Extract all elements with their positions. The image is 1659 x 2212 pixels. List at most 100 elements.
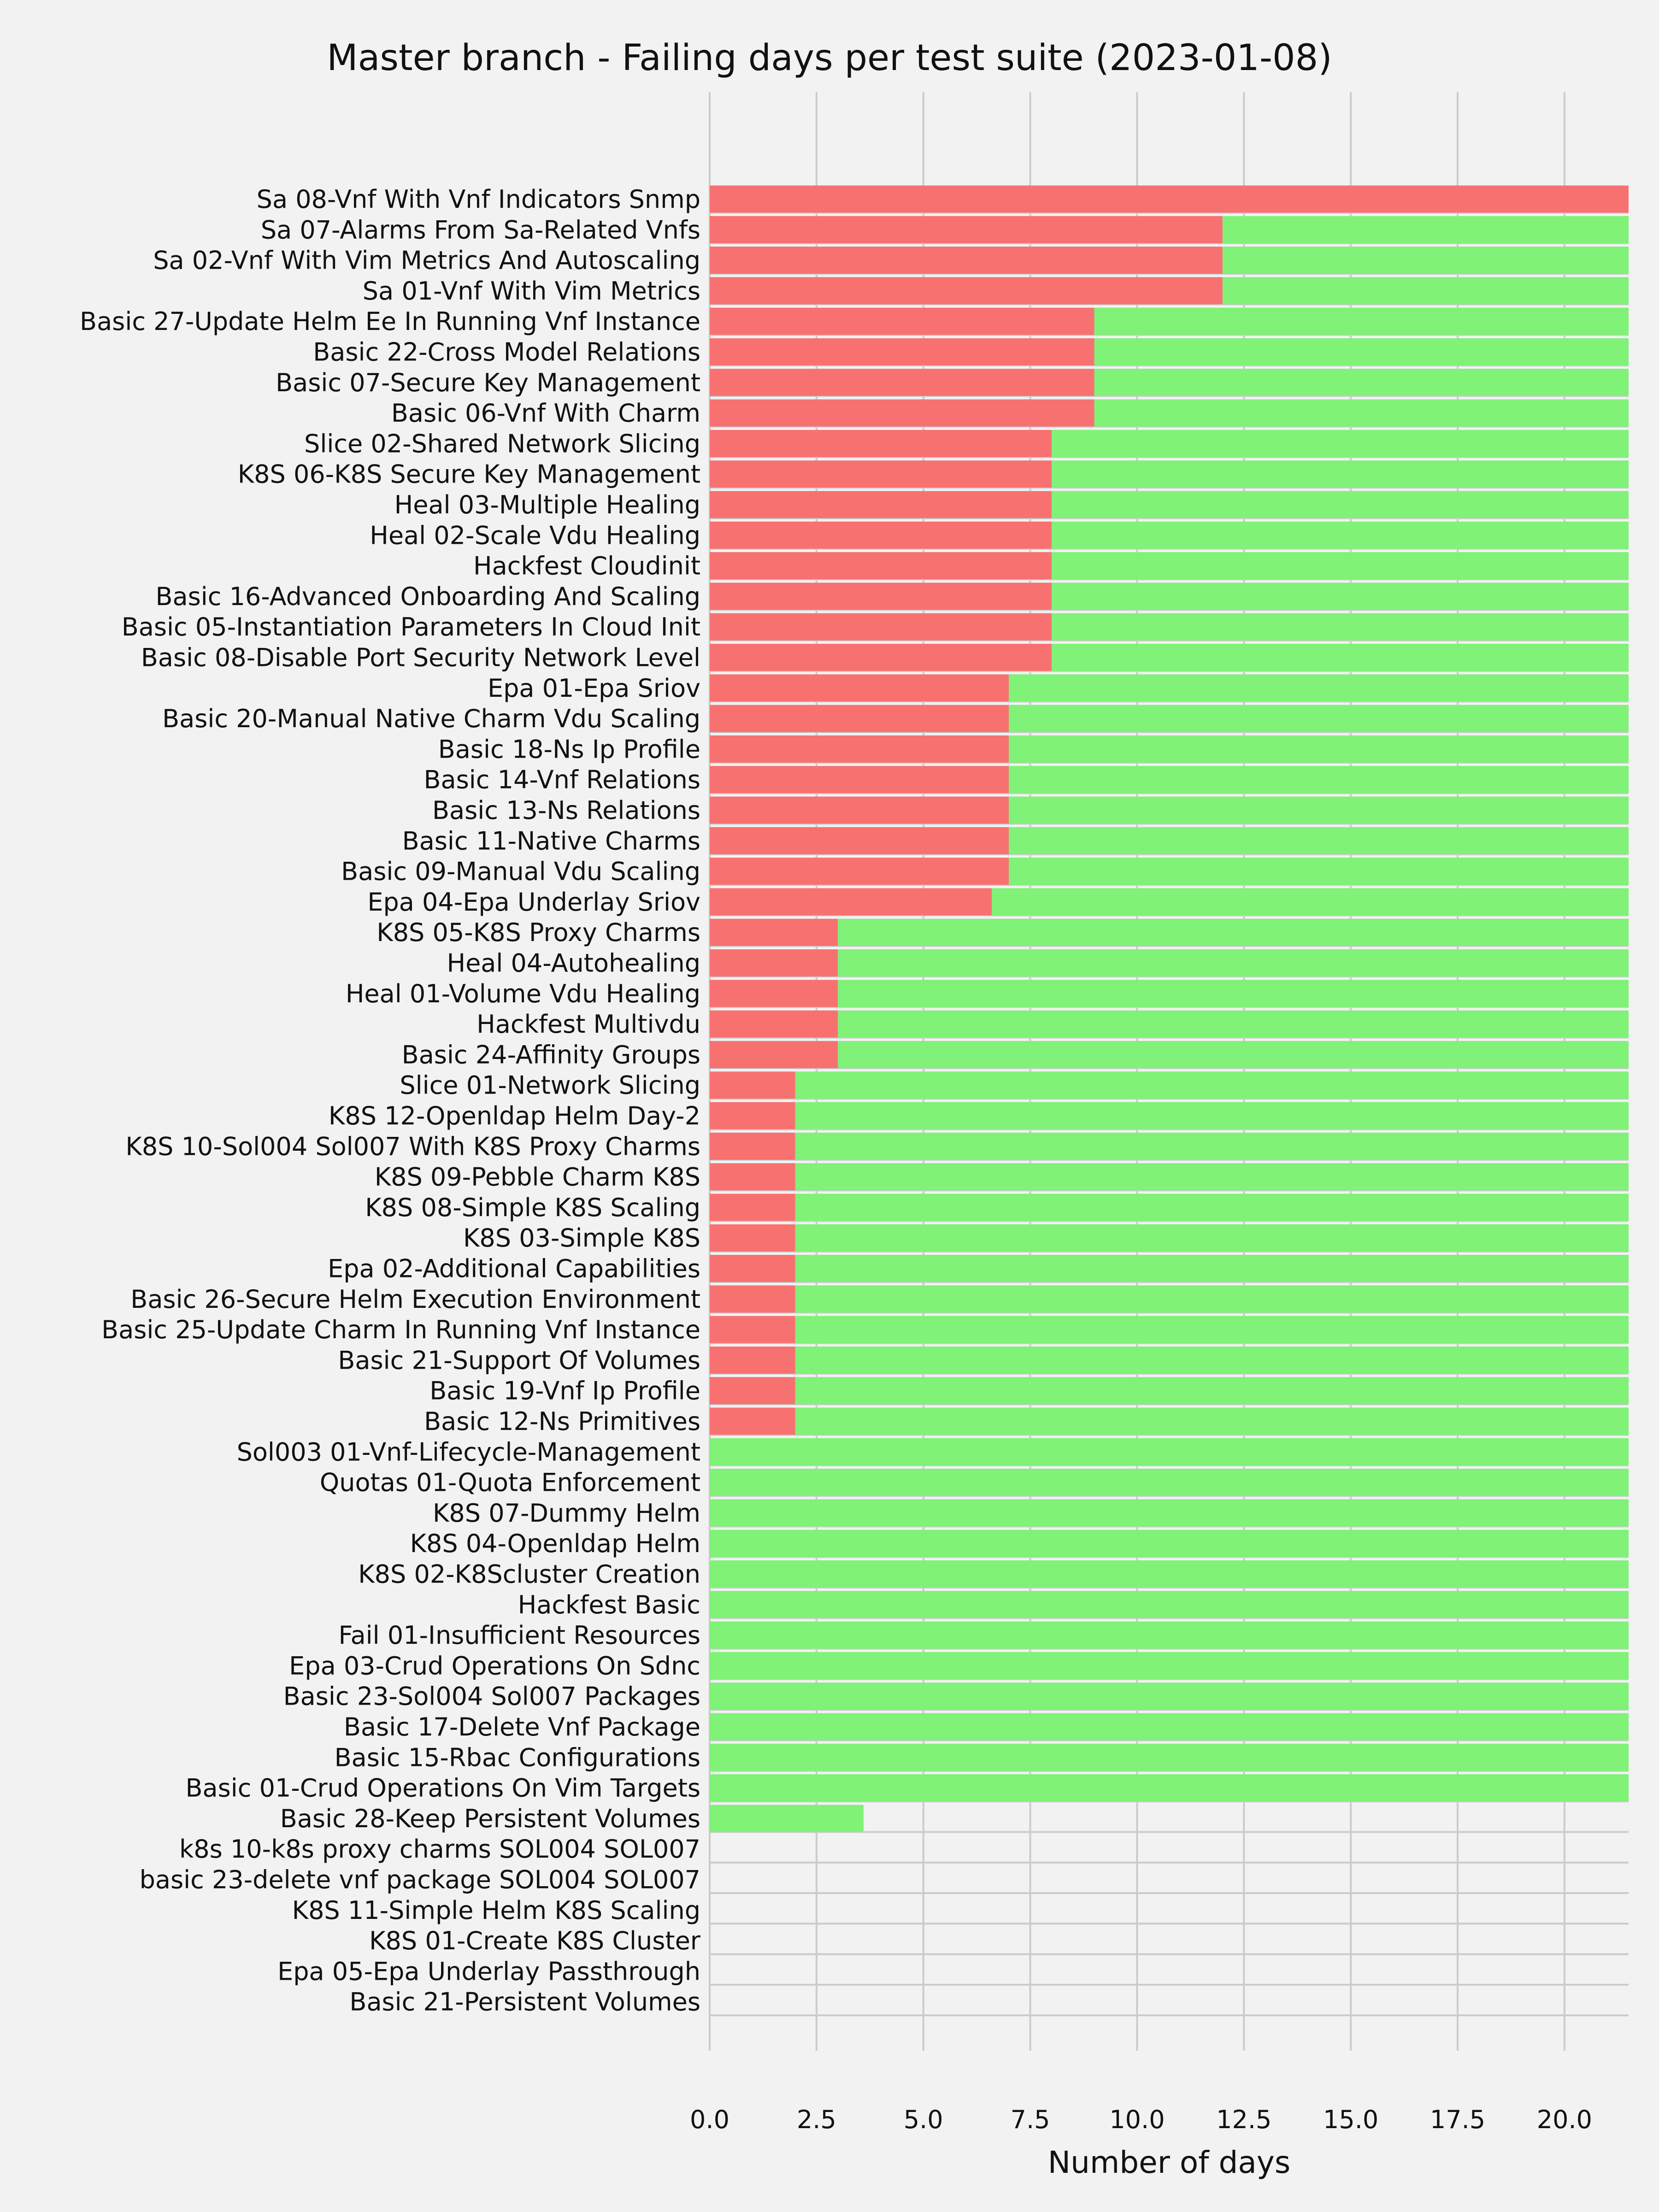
y-tick-label: Basic 15-Rbac Configurations <box>335 1743 700 1772</box>
bar-segment-passing <box>838 949 1629 977</box>
x-tick-label: 7.5 <box>1011 2105 1050 2134</box>
bar-segment-failing <box>710 1102 795 1130</box>
y-tick-label: K8S 04-Openldap Helm <box>410 1529 700 1558</box>
bar-segment-failing <box>710 1010 838 1038</box>
y-tick-label: Heal 03-Multiple Healing <box>394 490 700 519</box>
y-tick-label: K8S 12-Openldap Helm Day-2 <box>329 1101 700 1130</box>
bar-segment-failing <box>710 216 1223 243</box>
bar-segment-passing <box>710 1621 1629 1649</box>
y-tick-label: Heal 01-Volume Vdu Healing <box>346 979 700 1008</box>
bar-segment-failing <box>710 1346 795 1374</box>
bar-segment-passing <box>838 1041 1629 1068</box>
bar-segment-passing <box>710 1774 1629 1802</box>
bar-segment-failing <box>710 247 1223 274</box>
bar-segment-passing <box>795 1285 1629 1313</box>
bar-segment-passing <box>710 1652 1629 1679</box>
bar-segment-passing <box>710 1499 1629 1527</box>
y-tick-label: Basic 20-Manual Native Charm Vdu Scaling <box>162 704 700 733</box>
bar-segment-failing <box>710 1316 795 1343</box>
bar-segment-failing <box>710 644 1052 671</box>
bar-segment-passing <box>795 1346 1629 1374</box>
y-tick-label: Basic 12-Ns Primitives <box>424 1407 700 1436</box>
bar-segment-passing <box>795 1407 1629 1435</box>
bar-segment-failing <box>710 888 992 916</box>
bar-segment-passing <box>710 1591 1629 1618</box>
bar-segment-passing <box>795 1377 1629 1405</box>
bars <box>710 185 1629 1832</box>
y-tick-label: Epa 02-Additional Capabilities <box>328 1254 700 1283</box>
bar-segment-failing <box>710 918 838 946</box>
y-tick-label: K8S 09-Pebble Charm K8S <box>375 1163 700 1192</box>
bar-segment-passing <box>1009 766 1629 794</box>
bar-segment-passing <box>710 1683 1629 1710</box>
bar-segment-passing <box>838 980 1629 1007</box>
bar-segment-passing <box>1051 644 1629 671</box>
bar-segment-failing <box>710 1041 838 1068</box>
bar-segment-passing <box>710 1469 1629 1496</box>
bar-segment-passing <box>1009 827 1629 854</box>
bar-segment-passing <box>710 1743 1629 1771</box>
bar-segment-passing <box>1051 552 1629 580</box>
y-tick-label: Quotas 01-Quota Enforcement <box>320 1468 700 1497</box>
bar-segment-failing <box>710 858 1009 885</box>
bar-segment-passing <box>1009 735 1629 763</box>
bar-segment-failing <box>710 796 1009 824</box>
bar-segment-failing <box>710 185 1629 213</box>
y-tick-label: K8S 08-Simple K8S Scaling <box>365 1193 700 1222</box>
y-tick-label: Slice 02-Shared Network Slicing <box>304 429 700 458</box>
x-tick-label: 10.0 <box>1109 2105 1165 2134</box>
y-tick-label: Basic 07-Secure Key Management <box>276 368 700 397</box>
bar-segment-passing <box>1222 247 1629 274</box>
chart-title: Master branch - Failing days per test su… <box>327 37 1332 79</box>
bar-segment-passing <box>795 1255 1629 1282</box>
bar-segment-passing <box>710 1530 1629 1557</box>
x-axis-label: Number of days <box>1048 2145 1291 2180</box>
y-tick-label: Basic 27-Update Helm Ee In Running Vnf I… <box>80 307 700 336</box>
bar-segment-passing <box>1051 582 1629 610</box>
bar-segment-passing <box>795 1316 1629 1343</box>
bar-segment-passing <box>1094 369 1629 396</box>
y-tick-label: Basic 09-Manual Vdu Scaling <box>341 857 700 886</box>
bar-segment-passing <box>1051 491 1629 518</box>
bar-segment-passing <box>795 1132 1629 1160</box>
y-tick-label: Sol003 01-Vnf-Lifecycle-Management <box>237 1437 700 1466</box>
y-tick-label: Hackfest Multivdu <box>477 1010 700 1039</box>
y-tick-label: K8S 10-Sol004 Sol007 With K8S Proxy Char… <box>125 1132 700 1161</box>
bar-segment-failing <box>710 521 1052 549</box>
bar-segment-failing <box>710 399 1094 427</box>
bar-segment-failing <box>710 1285 795 1313</box>
y-tick-label: Heal 04-Autohealing <box>447 949 700 978</box>
bar-segment-failing <box>710 1194 795 1221</box>
y-tick-label: Hackfest Basic <box>518 1590 700 1619</box>
bar-segment-failing <box>710 307 1094 335</box>
y-tick-label: Slice 01-Network Slicing <box>400 1071 700 1100</box>
bar-segment-failing <box>710 980 838 1007</box>
y-tick-label: K8S 01-Create K8S Cluster <box>369 1926 701 1955</box>
bar-segment-passing <box>1051 613 1629 641</box>
bar-segment-failing <box>710 766 1009 794</box>
bar-segment-passing <box>1222 277 1629 305</box>
y-tick-label: Basic 08-Disable Port Security Network L… <box>141 643 700 672</box>
bar-segment-passing <box>795 1194 1629 1221</box>
y-tick-label: Basic 14-Vnf Relations <box>424 765 701 794</box>
bar-segment-passing <box>1009 796 1629 824</box>
bar-segment-failing <box>710 674 1009 702</box>
y-tick-label: Basic 25-Update Charm In Running Vnf Ins… <box>101 1315 700 1344</box>
y-tick-label: K8S 03-Simple K8S <box>463 1224 700 1253</box>
bar-segment-passing <box>838 1010 1629 1038</box>
bar-segment-passing <box>1094 338 1629 365</box>
y-tick-label: Basic 23-Sol004 Sol007 Packages <box>283 1682 700 1711</box>
bar-segment-failing <box>710 552 1052 580</box>
bar-segment-passing <box>1009 705 1629 732</box>
y-tick-label: Basic 06-Vnf With Charm <box>391 399 700 428</box>
bar-segment-passing <box>1009 858 1629 885</box>
y-tick-label: Basic 24-Affinity Groups <box>402 1040 700 1069</box>
y-tick-label: Basic 22-Cross Model Relations <box>313 338 700 367</box>
x-tick-label: 12.5 <box>1216 2105 1271 2134</box>
y-tick-label: Basic 21-Persistent Volumes <box>349 1988 700 2017</box>
bar-segment-failing <box>710 1255 795 1282</box>
y-tick-label: K8S 07-Dummy Helm <box>433 1499 700 1528</box>
bar-segment-passing <box>1051 521 1629 549</box>
